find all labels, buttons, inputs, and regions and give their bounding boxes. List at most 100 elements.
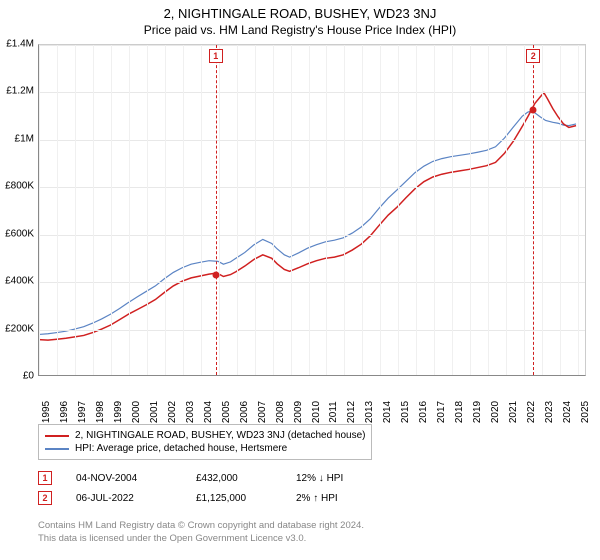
legend-row: 2, NIGHTINGALE ROAD, BUSHEY, WD23 3NJ (d…	[45, 429, 365, 442]
gridline-v	[416, 45, 417, 375]
x-tick-label: 2003	[185, 401, 196, 423]
x-tick-label: 2004	[203, 401, 214, 423]
x-tick-label: 1995	[41, 401, 52, 423]
gridline-v	[506, 45, 507, 375]
plot-area: 12	[38, 44, 586, 376]
gridline-v	[75, 45, 76, 375]
gridline-v	[398, 45, 399, 375]
gridline-v	[488, 45, 489, 375]
gridline-v	[147, 45, 148, 375]
x-tick-label: 2013	[364, 401, 375, 423]
x-tick-label: 1997	[77, 401, 88, 423]
x-tick-label: 2015	[400, 401, 411, 423]
legend-row: HPI: Average price, detached house, Hert…	[45, 442, 365, 455]
annotation-row: 1 04-NOV-2004£432,00012% ↓ HPI	[38, 468, 343, 488]
gridline-v	[344, 45, 345, 375]
gridline-v	[201, 45, 202, 375]
gridline-v	[255, 45, 256, 375]
x-tick-label: 2019	[472, 401, 483, 423]
x-tick-label: 2020	[490, 401, 501, 423]
gridline-v	[434, 45, 435, 375]
gridline-h	[39, 282, 585, 283]
annotation-date: 04-NOV-2004	[76, 473, 196, 484]
gridline-v	[362, 45, 363, 375]
x-tick-label: 2010	[311, 401, 322, 423]
x-tick-label: 2012	[346, 401, 357, 423]
x-tick-label: 2017	[436, 401, 447, 423]
gridline-h	[39, 187, 585, 188]
gridline-h	[39, 330, 585, 331]
chart-subtitle: Price paid vs. HM Land Registry's House …	[0, 21, 600, 37]
legend: 2, NIGHTINGALE ROAD, BUSHEY, WD23 3NJ (d…	[38, 424, 372, 460]
x-tick-label: 2000	[131, 401, 142, 423]
marker-badge: 1	[209, 49, 223, 63]
footer-line-1: Contains HM Land Registry data © Crown c…	[38, 520, 364, 533]
x-tick-label: 2007	[257, 401, 268, 423]
gridline-v	[219, 45, 220, 375]
y-tick-label: £0	[23, 371, 34, 382]
chart-container: 2, NIGHTINGALE ROAD, BUSHEY, WD23 3NJ Pr…	[0, 0, 600, 560]
x-tick-label: 1996	[59, 401, 70, 423]
gridline-v	[291, 45, 292, 375]
x-tick-label: 1999	[113, 401, 124, 423]
gridline-v	[111, 45, 112, 375]
gridline-h	[39, 140, 585, 141]
legend-swatch	[45, 435, 69, 437]
gridline-v	[578, 45, 579, 375]
gridline-v	[129, 45, 130, 375]
marker-line	[533, 45, 534, 375]
annotation-pct: 12% ↓ HPI	[296, 473, 343, 484]
gridline-v	[57, 45, 58, 375]
gridline-h	[39, 45, 585, 46]
gridline-v	[183, 45, 184, 375]
gridline-v	[524, 45, 525, 375]
annotation-pct: 2% ↑ HPI	[296, 493, 338, 504]
gridline-v	[542, 45, 543, 375]
annotation-price: £432,000	[196, 473, 296, 484]
gridline-v	[39, 45, 40, 375]
annotation-price: £1,125,000	[196, 493, 296, 504]
footer-attribution: Contains HM Land Registry data © Crown c…	[38, 520, 364, 546]
x-tick-label: 2009	[293, 401, 304, 423]
x-tick-label: 2011	[328, 401, 339, 423]
x-tick-label: 1998	[95, 401, 106, 423]
annotation-table: 104-NOV-2004£432,00012% ↓ HPI206-JUL-202…	[38, 468, 343, 508]
y-tick-label: £1M	[15, 133, 34, 144]
gridline-v	[309, 45, 310, 375]
y-tick-label: £200K	[5, 323, 34, 334]
gridline-v	[560, 45, 561, 375]
y-tick-label: £1.2M	[6, 86, 34, 97]
x-tick-label: 2021	[508, 401, 519, 423]
legend-swatch	[45, 448, 69, 450]
x-tick-label: 2016	[418, 401, 429, 423]
gridline-v	[273, 45, 274, 375]
x-tick-label: 2008	[275, 401, 286, 423]
annotation-badge: 1	[38, 471, 52, 485]
x-tick-label: 2023	[544, 401, 555, 423]
y-tick-label: £400K	[5, 276, 34, 287]
y-tick-label: £800K	[5, 181, 34, 192]
footer-line-2: This data is licensed under the Open Gov…	[38, 533, 364, 546]
plot-svg	[39, 45, 585, 375]
gridline-v	[380, 45, 381, 375]
y-tick-label: £1.4M	[6, 39, 34, 50]
x-tick-label: 2005	[221, 401, 232, 423]
chart-title: 2, NIGHTINGALE ROAD, BUSHEY, WD23 3NJ	[0, 0, 600, 21]
x-tick-label: 2018	[454, 401, 465, 423]
gridline-v	[470, 45, 471, 375]
y-tick-label: £600K	[5, 228, 34, 239]
gridline-v	[93, 45, 94, 375]
x-tick-label: 2006	[239, 401, 250, 423]
marker-dot	[212, 271, 219, 278]
gridline-h	[39, 92, 585, 93]
x-tick-label: 2002	[167, 401, 178, 423]
legend-label: 2, NIGHTINGALE ROAD, BUSHEY, WD23 3NJ (d…	[75, 430, 365, 441]
gridline-v	[452, 45, 453, 375]
gridline-h	[39, 235, 585, 236]
gridline-v	[326, 45, 327, 375]
x-tick-label: 2014	[382, 401, 393, 423]
gridline-v	[165, 45, 166, 375]
gridline-v	[237, 45, 238, 375]
legend-label: HPI: Average price, detached house, Hert…	[75, 443, 287, 454]
annotation-badge: 2	[38, 491, 52, 505]
